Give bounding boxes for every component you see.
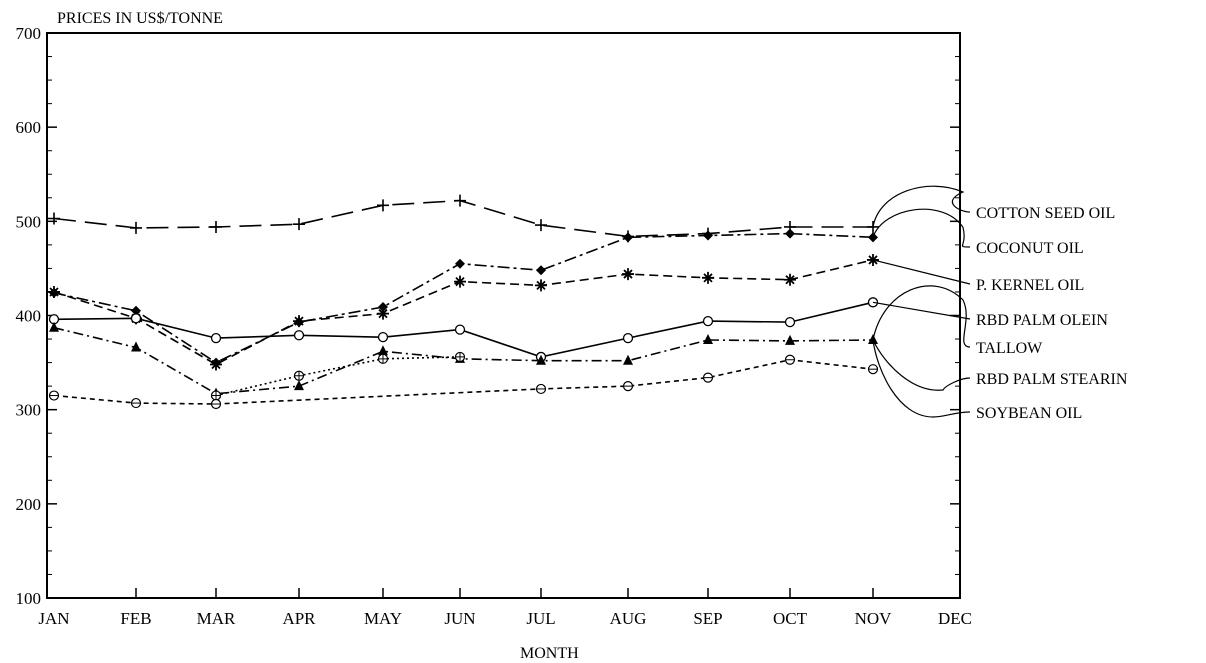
data-point	[131, 341, 141, 352]
data-point-cross	[379, 354, 387, 363]
legend-label: COTTON SEED OIL	[976, 205, 1115, 222]
data-point	[454, 324, 466, 335]
series-line	[53, 259, 874, 366]
data-point	[784, 273, 796, 286]
data-point	[377, 199, 389, 212]
data-point	[48, 212, 60, 225]
y-tick-label: 700	[16, 24, 42, 43]
series-line	[215, 356, 461, 397]
legend-leader-line	[872, 259, 971, 285]
data-point	[784, 316, 796, 328]
legend-label: COCONUT OIL	[976, 240, 1084, 257]
y-tick-label: 200	[16, 495, 42, 514]
data-point-cross	[295, 371, 303, 380]
data-point	[454, 275, 466, 288]
data-point	[454, 194, 466, 207]
data-point	[377, 307, 389, 320]
legend: COTTON SEED OIL COCONUT OIL P. KERNEL OIL R…	[872, 185, 1128, 422]
legend-leader-line	[872, 185, 971, 228]
x-tick-label: JUN	[444, 609, 475, 628]
series-cotton-seed-oil	[48, 194, 879, 243]
series-layer	[48, 194, 879, 410]
data-point	[293, 315, 305, 328]
y-tick-label: 400	[16, 307, 42, 326]
y-axis-title: PRICES IN US$/TONNE	[57, 10, 223, 27]
y-tick-label: 300	[16, 401, 42, 420]
data-point	[702, 271, 714, 284]
legend-leader-line	[872, 339, 971, 418]
legend-leader-line	[872, 301, 971, 320]
plot-frame	[46, 32, 961, 599]
x-tick-label: FEB	[120, 609, 151, 628]
data-point	[130, 221, 142, 234]
x-tick-label: APR	[282, 609, 316, 628]
data-point	[535, 279, 547, 292]
legend-label: RBD PALM STEARIN	[976, 371, 1128, 388]
data-point	[623, 354, 633, 365]
data-point	[210, 220, 222, 233]
y-tick-label: 500	[16, 212, 42, 231]
series-coconut-oil	[49, 228, 878, 368]
x-tick-label: AUG	[610, 609, 647, 628]
x-tick-label: SEP	[693, 609, 722, 628]
data-point	[131, 305, 141, 316]
data-point	[293, 218, 305, 231]
x-tick-label: JAN	[38, 609, 69, 628]
x-tick-label: NOV	[855, 609, 893, 628]
series-line	[53, 199, 873, 238]
legend-label: TALLOW	[976, 340, 1043, 357]
data-point-cross	[212, 391, 220, 400]
data-point	[377, 332, 389, 343]
series-line	[53, 232, 874, 364]
data-point	[785, 228, 795, 239]
data-point	[378, 345, 388, 356]
series-line	[53, 358, 874, 405]
data-point	[703, 230, 713, 241]
data-point	[455, 258, 465, 269]
data-point	[378, 302, 388, 313]
data-point	[622, 332, 634, 344]
legend-leader-line	[872, 339, 971, 391]
data-point	[293, 330, 305, 341]
data-point	[130, 313, 142, 324]
legend-leader-line	[872, 208, 971, 248]
x-tick-label: OCT	[773, 609, 808, 628]
legend-leader-line	[872, 285, 971, 348]
x-tick-label: JUL	[526, 609, 555, 628]
axes: 100 200 300 400 500 600 700 JAN FEB MAR APR MAY JUN J…	[16, 24, 973, 628]
series-rbd-palm-olein	[48, 297, 879, 363]
x-axis-title: MONTH	[520, 645, 579, 662]
legend-label: SOYBEAN OIL	[976, 405, 1082, 422]
data-point	[785, 334, 795, 345]
data-point	[210, 332, 222, 344]
y-tick-label: 600	[16, 118, 42, 137]
data-point	[536, 265, 546, 276]
data-point	[623, 232, 633, 243]
series-rbd-palm-stearin	[210, 351, 466, 401]
data-point	[703, 333, 713, 344]
legend-label: P. KERNEL OIL	[976, 277, 1084, 294]
data-point	[294, 380, 304, 391]
x-tick-label: MAY	[364, 609, 402, 628]
series-p-kernel-oil	[48, 253, 879, 371]
data-point	[622, 268, 634, 281]
x-tick-label: DEC	[938, 609, 972, 628]
data-point	[702, 315, 714, 327]
data-point	[536, 354, 546, 365]
data-point	[210, 358, 222, 371]
data-point	[535, 219, 547, 232]
x-tick-label: MAR	[197, 609, 236, 628]
data-point-cross	[456, 352, 464, 361]
legend-label: RBD PALM OLEIN	[976, 312, 1108, 329]
data-point	[48, 285, 60, 298]
data-point	[49, 321, 59, 332]
y-tick-label: 100	[16, 589, 42, 608]
series-soybean-oil	[48, 354, 879, 410]
